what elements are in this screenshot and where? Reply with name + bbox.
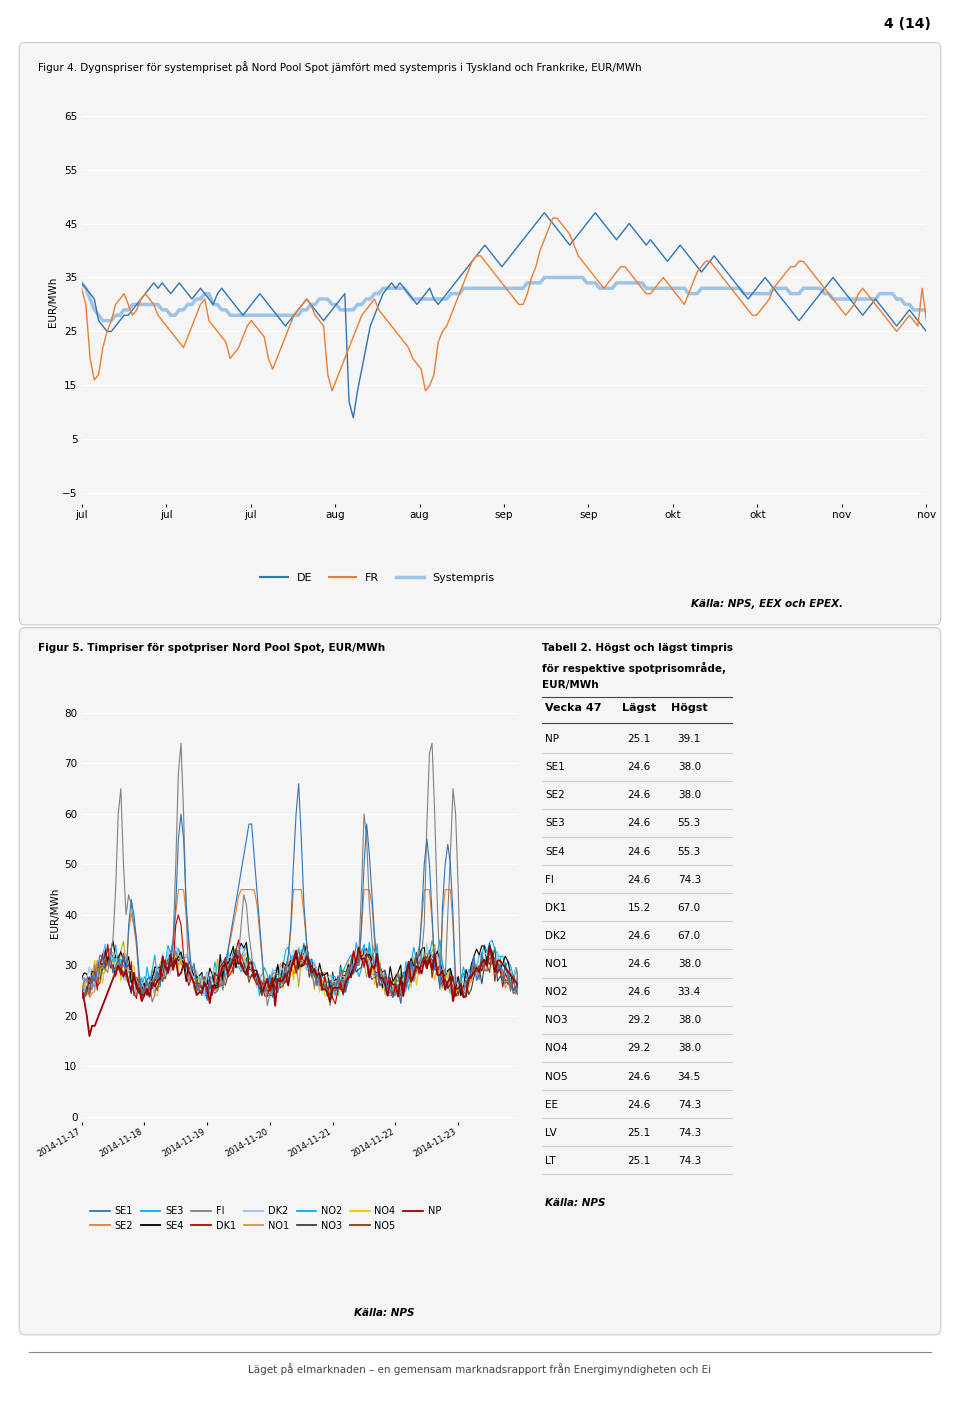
Text: DK1: DK1 [545,903,566,913]
Text: SE1: SE1 [545,763,565,772]
Text: SE3: SE3 [545,818,565,828]
Text: 24.6: 24.6 [628,987,651,997]
Text: 33.4: 33.4 [678,987,701,997]
Text: 39.1: 39.1 [678,734,701,744]
Text: för respektive spotprisområde,: för respektive spotprisområde, [542,662,727,674]
Text: 38.0: 38.0 [678,791,701,801]
Text: SE2: SE2 [545,791,565,801]
Text: 24.6: 24.6 [628,763,651,772]
Text: Källa: NPS: Källa: NPS [353,1308,415,1318]
Text: 74.3: 74.3 [678,1127,701,1137]
Text: FI: FI [545,875,554,885]
Text: Högst: Högst [671,703,708,713]
Text: LT: LT [545,1156,556,1166]
Text: SE4: SE4 [545,846,565,856]
Text: 24.6: 24.6 [628,932,651,941]
Text: Källa: NPS, EEX och EPEX.: Källa: NPS, EEX och EPEX. [691,599,843,609]
Text: 4 (14): 4 (14) [884,17,931,31]
Text: 34.5: 34.5 [678,1072,701,1082]
Text: 29.2: 29.2 [628,1015,651,1025]
Y-axis label: EUR/MWh: EUR/MWh [48,277,58,327]
Text: 74.3: 74.3 [678,1156,701,1166]
Text: 24.6: 24.6 [628,846,651,856]
Legend: DE, FR, Systempris: DE, FR, Systempris [255,568,499,588]
Text: Figur 5. Timpriser för spotpriser Nord Pool Spot, EUR/MWh: Figur 5. Timpriser för spotpriser Nord P… [38,643,386,653]
Text: NP: NP [545,734,560,744]
Text: 67.0: 67.0 [678,903,701,913]
Text: DK2: DK2 [545,932,566,941]
Text: NO2: NO2 [545,987,568,997]
Text: 24.6: 24.6 [628,818,651,828]
Text: Tabell 2. Högst och lägst timpris: Tabell 2. Högst och lägst timpris [542,643,733,653]
Text: 25.1: 25.1 [628,1127,651,1137]
Text: 24.6: 24.6 [628,791,651,801]
Text: Lägst: Lägst [622,703,657,713]
Text: 24.6: 24.6 [628,1099,651,1109]
Text: 55.3: 55.3 [678,846,701,856]
Text: NO1: NO1 [545,959,568,968]
Text: 67.0: 67.0 [678,932,701,941]
Text: 15.2: 15.2 [628,903,651,913]
Text: 74.3: 74.3 [678,875,701,885]
Text: 74.3: 74.3 [678,1099,701,1109]
Legend: SE1, SE2, SE3, SE4, FI, DK1, DK2, NO1, NO2, NO3, NO4, NO5, NP: SE1, SE2, SE3, SE4, FI, DK1, DK2, NO1, N… [86,1203,445,1235]
Y-axis label: EUR/MWh: EUR/MWh [50,888,60,937]
Text: NO3: NO3 [545,1015,568,1025]
Text: 24.6: 24.6 [628,1072,651,1082]
Text: 38.0: 38.0 [678,1015,701,1025]
Text: 24.6: 24.6 [628,959,651,968]
Text: 55.3: 55.3 [678,818,701,828]
Text: 25.1: 25.1 [628,734,651,744]
Text: EUR/MWh: EUR/MWh [542,680,599,690]
Text: 29.2: 29.2 [628,1044,651,1054]
Text: Figur 4. Dygnspriser för systempriset på Nord Pool Spot jämfört med systempris i: Figur 4. Dygnspriser för systempriset på… [38,61,642,72]
Text: NO5: NO5 [545,1072,568,1082]
Text: 25.1: 25.1 [628,1156,651,1166]
Text: EE: EE [545,1099,559,1109]
Text: Vecka 47: Vecka 47 [545,703,602,713]
Text: NO4: NO4 [545,1044,568,1054]
Text: Källa: NPS: Källa: NPS [545,1198,606,1208]
Text: 24.6: 24.6 [628,875,651,885]
Text: Läget på elmarknaden – en gemensam marknadsrapport från Energimyndigheten och Ei: Läget på elmarknaden – en gemensam markn… [249,1363,711,1375]
Text: 38.0: 38.0 [678,763,701,772]
Text: 38.0: 38.0 [678,959,701,968]
Text: LV: LV [545,1127,557,1137]
Text: 38.0: 38.0 [678,1044,701,1054]
